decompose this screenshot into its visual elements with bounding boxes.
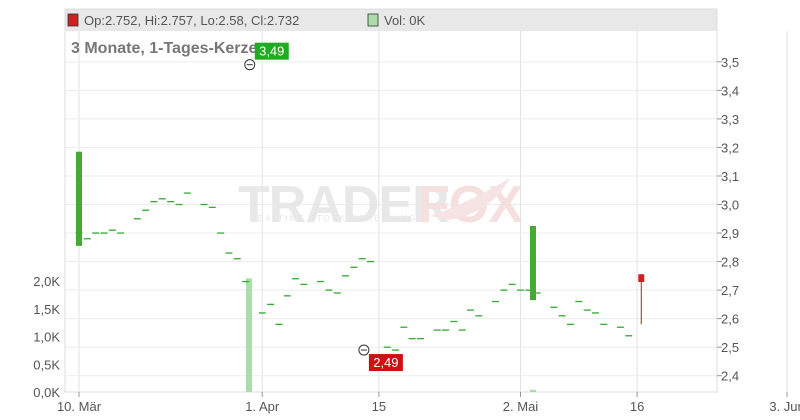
volume-bar — [245, 278, 252, 392]
volume-bars — [245, 278, 536, 392]
y-tick-label: 3,3 — [721, 112, 739, 127]
price-axis: 3,5 3,4 3,3 3,2 3,1 3,0 2,9 2,8 2,7 2,6 2,5 2,4 — [717, 55, 739, 384]
tradefox-watermark: TRADER FOX REALTIME STOCK SCREENING — [238, 176, 524, 234]
volume-swatch-icon — [367, 13, 379, 27]
info-bar — [65, 9, 717, 31]
extreme-markers: 3,49 2,49 — [244, 42, 403, 372]
y-tick-label: 3,0 — [721, 198, 739, 213]
candle-body-up — [76, 151, 82, 246]
x-tick-label: 2. Mai — [503, 399, 539, 414]
y-tick-label: 2,7 — [721, 283, 739, 298]
fox-tail-icon — [430, 178, 510, 220]
low-marker-box — [368, 354, 403, 372]
volume-tick-label: 1,0K — [33, 330, 60, 345]
volume-tick-label: 0,5K — [33, 357, 60, 372]
x-tick-label: 1. Apr — [245, 399, 280, 414]
volume-tick-label: 2,0K — [33, 274, 60, 289]
volume-tick-label: 1,5K — [33, 302, 60, 317]
volume-bar — [529, 389, 536, 392]
volume-tick-label: 0,0K — [33, 385, 60, 400]
y-tick-label: 3,5 — [721, 55, 739, 70]
ohlc-info: Op:2.752, Hi:2.757, Lo:2.58, Cl:2.732 — [84, 13, 299, 28]
y-tick-label: 2,6 — [721, 312, 739, 327]
chart-subtitle: 3 Monate, 1-Tages-Kerzen — [71, 40, 267, 57]
candles — [75, 151, 645, 351]
plot-area — [65, 9, 717, 392]
candle-body-up — [529, 225, 536, 301]
date-axis: 10. Mär 1. Apr 15 2. Mai 16 3. Jun — [57, 392, 800, 414]
y-tick-label: 2,8 — [721, 255, 739, 270]
last-candle-body — [638, 274, 645, 282]
y-tick-label: 2,4 — [721, 369, 739, 384]
y-tick-label: 3,1 — [721, 169, 739, 184]
ohlc-swatch-icon — [67, 13, 79, 27]
high-marker-box — [254, 42, 289, 60]
y-tick-label: 2,9 — [721, 226, 739, 241]
x-tick-label: 16 — [630, 399, 644, 414]
volume-axis: 2,0K 1,5K 1,0K 0,5K 0,0K — [33, 274, 60, 400]
y-tick-label: 3,4 — [721, 83, 739, 98]
y-tick-label: 3,2 — [721, 140, 739, 155]
low-marker-label: 2,49 — [373, 355, 398, 370]
volume-info: Vol: 0K — [384, 13, 426, 28]
high-marker-label: 3,49 — [259, 44, 284, 59]
watermark-tagline: REALTIME STOCK SCREENING — [250, 214, 417, 223]
x-tick-label: 3. Jun — [769, 399, 800, 414]
x-tick-label: 10. Mär — [57, 399, 102, 414]
watermark-brand-a: TRADER — [238, 176, 449, 234]
y-tick-label: 2,5 — [721, 340, 739, 355]
x-tick-label: 15 — [372, 399, 386, 414]
plot-border — [64, 8, 718, 393]
